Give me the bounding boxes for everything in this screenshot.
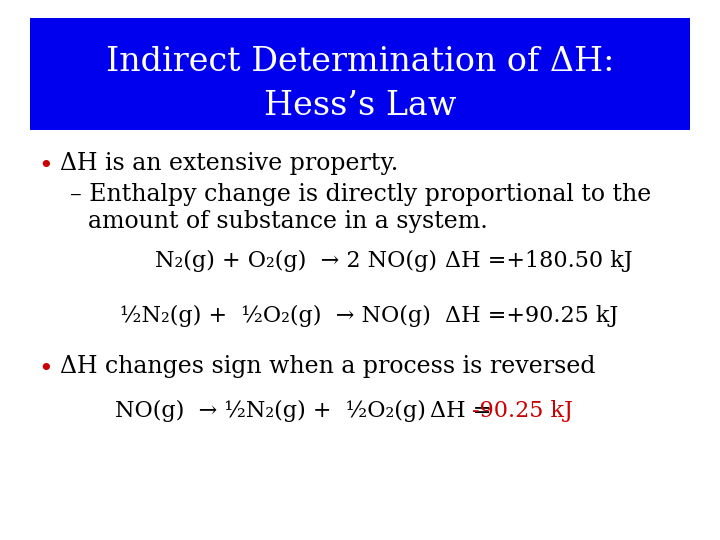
Text: •: • bbox=[38, 155, 53, 178]
Text: •: • bbox=[38, 358, 53, 381]
Text: N₂(g) + O₂(g)  → 2 NO(g): N₂(g) + O₂(g) → 2 NO(g) bbox=[155, 250, 437, 272]
Bar bbox=[30, 18, 690, 130]
Text: Indirect Determination of ΔH:: Indirect Determination of ΔH: bbox=[106, 46, 614, 78]
Text: Hess’s Law: Hess’s Law bbox=[264, 90, 456, 122]
Text: – Enthalpy change is directly proportional to the: – Enthalpy change is directly proportion… bbox=[70, 183, 652, 206]
Text: NO(g)  → ½N₂(g) +  ½O₂(g): NO(g) → ½N₂(g) + ½O₂(g) bbox=[115, 400, 426, 422]
Text: ΔH =+90.25 kJ: ΔH =+90.25 kJ bbox=[445, 305, 618, 327]
Text: ΔH =+180.50 kJ: ΔH =+180.50 kJ bbox=[445, 250, 633, 272]
Text: ΔH is an extensive property.: ΔH is an extensive property. bbox=[60, 152, 398, 175]
Text: ½N₂(g) +  ½O₂(g)  → NO(g): ½N₂(g) + ½O₂(g) → NO(g) bbox=[120, 305, 431, 327]
Text: -90.25 kJ: -90.25 kJ bbox=[472, 400, 573, 422]
Text: ΔH changes sign when a process is reversed: ΔH changes sign when a process is revers… bbox=[60, 355, 595, 378]
Text: ΔH =: ΔH = bbox=[430, 400, 498, 422]
Text: amount of substance in a system.: amount of substance in a system. bbox=[88, 210, 488, 233]
